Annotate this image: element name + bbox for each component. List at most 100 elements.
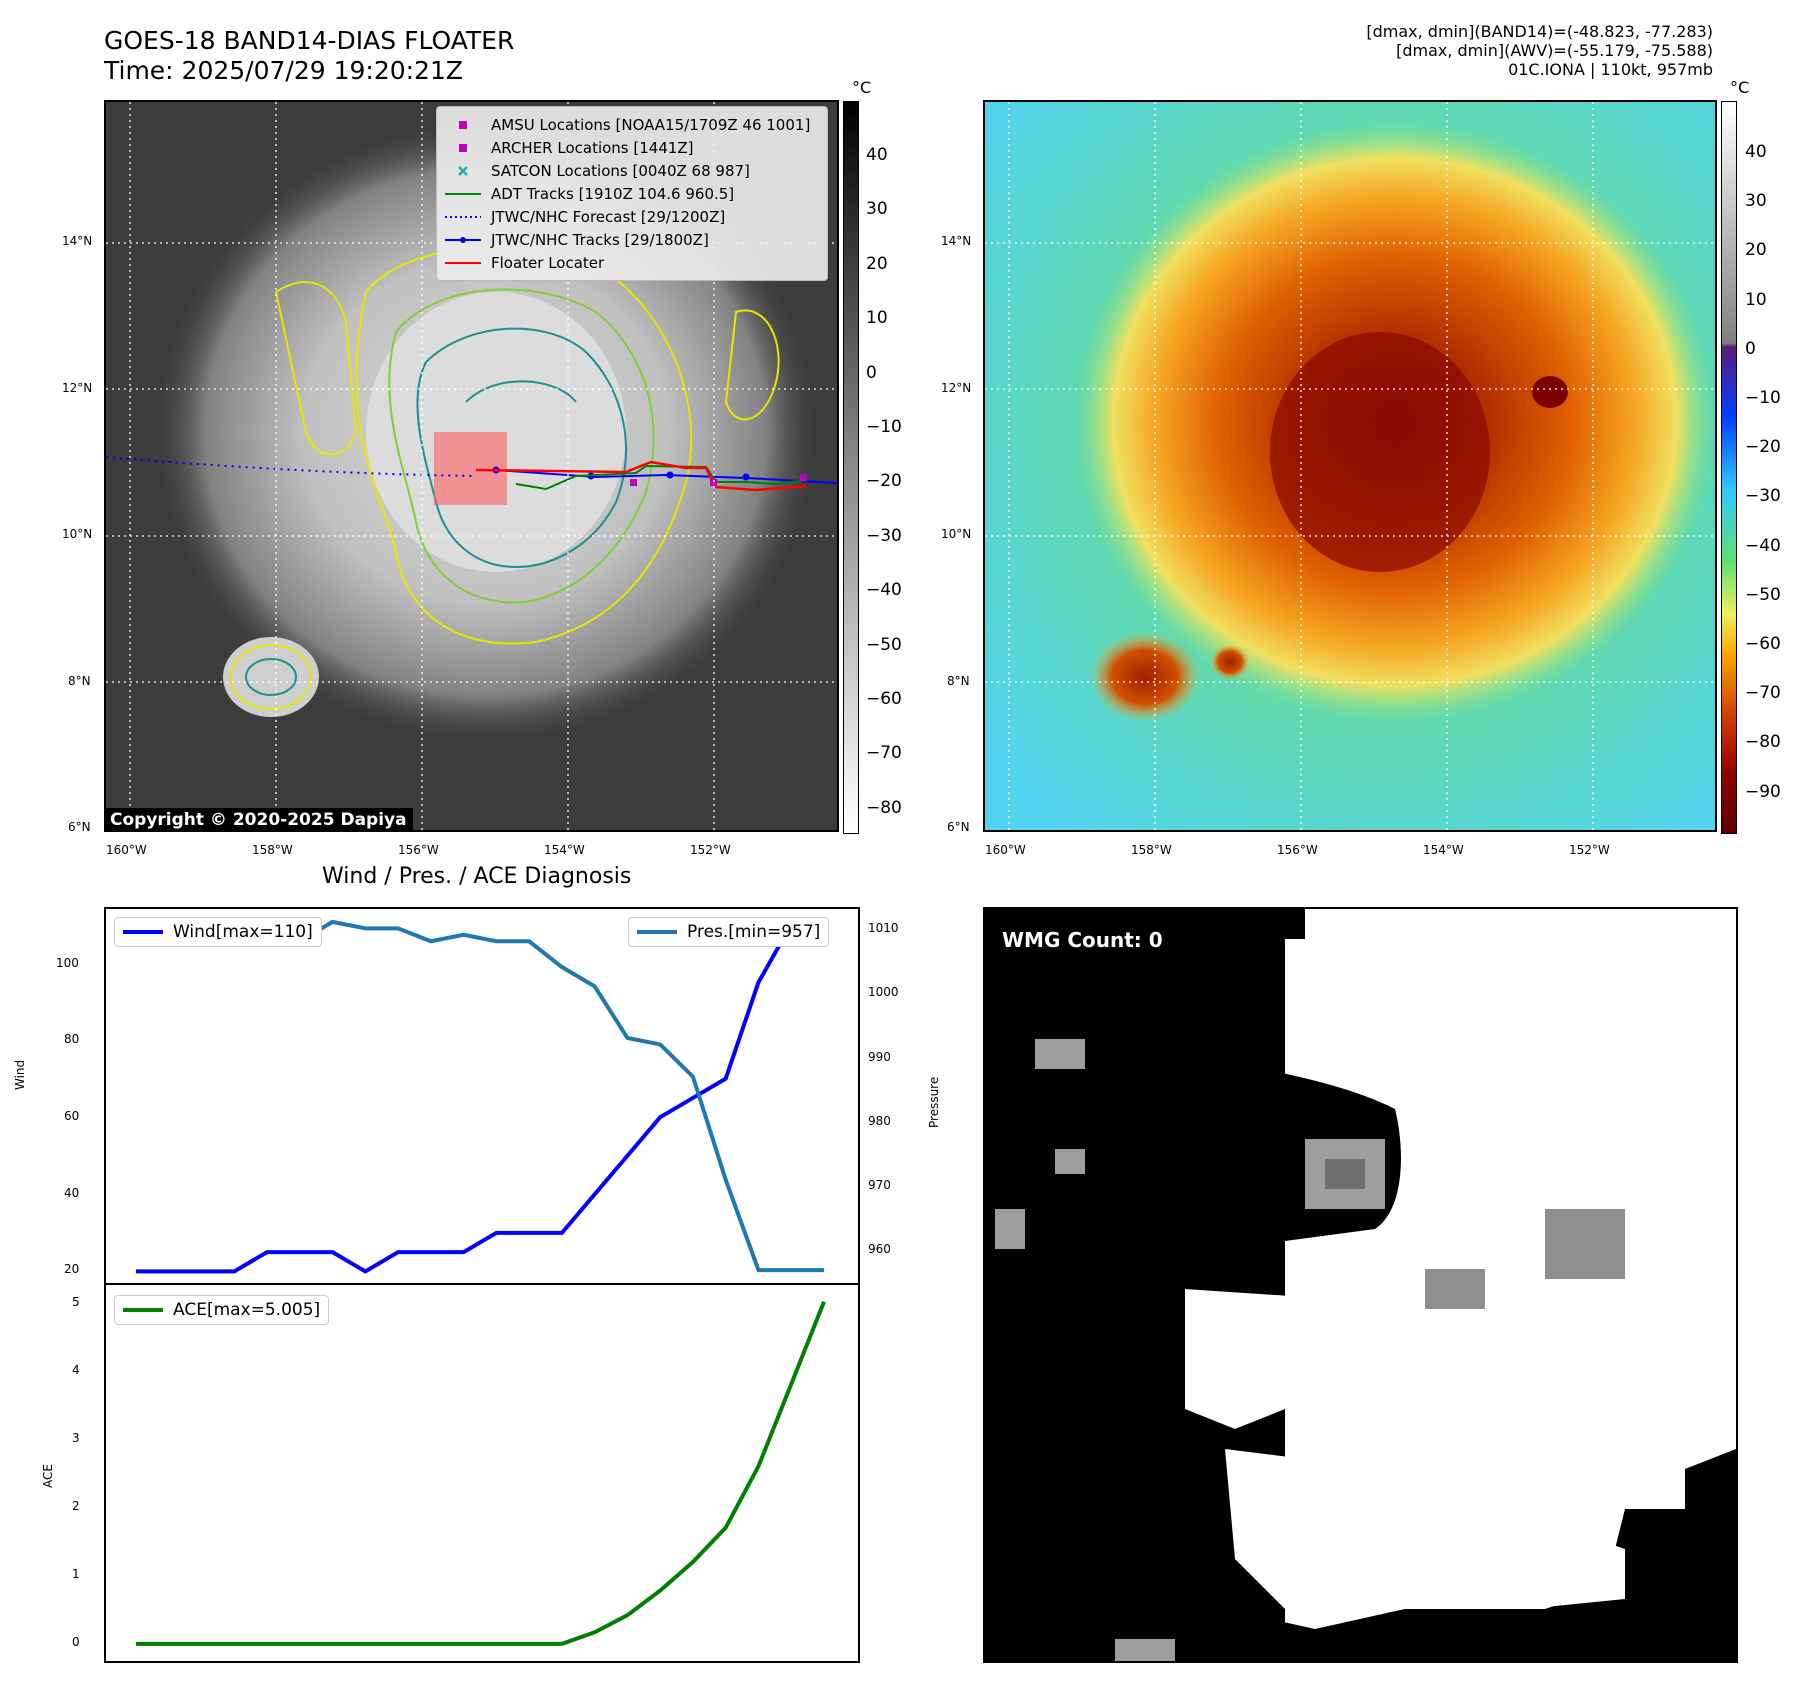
legend-label: SATCON Locations [0040Z 68 987] (491, 161, 750, 180)
legend-entry: JTWC/NHC Tracks [29/1800Z] (445, 228, 819, 251)
legend-marker-icon (445, 233, 481, 247)
lon-label: 152°W (1569, 843, 1610, 857)
diagnosis-title: Wind / Pres. / ACE Diagnosis (322, 864, 632, 889)
colorbar-tick-label: 20 (866, 253, 888, 274)
lat-label: 10°N (941, 527, 972, 541)
legend-label: Floater Locater (491, 253, 605, 272)
storm-info: 01C.IONA | 110kt, 957mb (1508, 60, 1713, 79)
ace-axis-label: ACE (41, 1464, 55, 1488)
lat-label: 8°N (947, 674, 970, 688)
colorbar-tick-label: −50 (1745, 584, 1781, 605)
wind-legend: Wind[max=110] (114, 917, 322, 947)
wmg-image (985, 909, 1736, 1661)
ace-legend: ACE[max=5.005] (114, 1295, 330, 1325)
axis-tick-label: 970 (868, 1177, 891, 1192)
wmg-count-label: WMG Count: 0 (996, 924, 1169, 956)
lon-label: 154°W (544, 843, 585, 857)
lat-label: 14°N (941, 234, 972, 248)
colorbar-tick-label: −40 (1745, 535, 1781, 556)
ace-plot (104, 1283, 860, 1663)
axis-tick-label: 960 (868, 1241, 891, 1256)
ace-legend-label: ACE[max=5.005] (173, 1300, 321, 1320)
legend-label: ADT Tracks [1910Z 104.6 960.5] (491, 184, 735, 203)
lat-label: 8°N (68, 674, 91, 688)
title-line-1: GOES-18 BAND14-DIAS FLOATER (104, 26, 515, 55)
lon-label: 156°W (398, 843, 439, 857)
colorbar-tick-label: −80 (1745, 732, 1781, 753)
colorbar-tick-label: −70 (1745, 683, 1781, 704)
colorbar-tick-label: −10 (866, 417, 902, 437)
legend-entry: ARCHER Locations [1441Z] (445, 136, 819, 159)
colorbar-tick-label: −90 (1745, 781, 1781, 802)
lat-label: 10°N (62, 527, 93, 541)
wind-pressure-plot (104, 907, 860, 1285)
ace-legend-line (123, 1308, 163, 1312)
wmg-panel (983, 907, 1738, 1663)
series-line (136, 922, 824, 1274)
axis-tick-label: 60 (64, 1109, 80, 1124)
colorbar-tick-label: −20 (866, 471, 902, 492)
colorbar-tick-label: −60 (866, 689, 902, 709)
series-line (136, 1301, 826, 1646)
legend-marker-icon (445, 164, 481, 178)
colorbar-tick-label: −30 (866, 525, 902, 546)
lat-label: 6°N (947, 820, 970, 834)
lat-label: 14°N (62, 234, 93, 248)
colorbar-tick-label: −20 (1745, 437, 1781, 458)
colorbar-tick-label: 0 (1745, 338, 1756, 359)
colorbar-tick-label: 40 (866, 145, 888, 165)
colorbar-unit: °C (1730, 78, 1750, 97)
lat-label: 12°N (941, 381, 972, 395)
colorbar-tick-label: −70 (866, 743, 902, 764)
pressure-legend-label: Pres.[min=957] (687, 922, 821, 942)
lon-label: 152°W (690, 843, 731, 857)
colorbar-tick-label: 40 (1745, 142, 1767, 162)
axis-tick-label: 4 (72, 1363, 80, 1377)
lon-label: 156°W (1277, 843, 1318, 857)
lat-label: 6°N (68, 820, 91, 834)
colorbar-unit: °C (852, 78, 872, 97)
legend-entry: Floater Locater (445, 251, 819, 274)
colorbar-tick-label: 30 (866, 199, 888, 220)
axis-tick-label: 1 (72, 1567, 80, 1581)
colorbar-tick-label: 30 (1745, 191, 1767, 212)
legend-label: ARCHER Locations [1441Z] (491, 138, 694, 157)
colorbar-tick-label: 10 (866, 308, 888, 329)
axis-tick-label: 2 (72, 1499, 80, 1513)
colorbar-tick-label: −30 (1745, 486, 1781, 507)
stats-awv: [dmax, dmin](AWV)=(-55.179, -75.588) (1396, 41, 1713, 60)
ace-svg (136, 1301, 826, 1646)
axis-tick-label: 100 (56, 955, 79, 970)
legend-entry: SATCON Locations [0040Z 68 987] (445, 159, 819, 182)
title-line-2: Time: 2025/07/29 19:20:21Z (104, 56, 463, 85)
grayscale-colorbar (843, 101, 859, 834)
copyright-label: Copyright © 2020-2025 Dapiya (104, 808, 413, 832)
legend-marker-icon (445, 210, 481, 224)
axis-tick-label: 5 (72, 1295, 80, 1309)
legend-entry: JTWC/NHC Forecast [29/1200Z] (445, 205, 819, 228)
figure-title: GOES-18 BAND14-DIAS FLOATER Time: 2025/07… (104, 26, 514, 86)
colorbar-tick-label: −50 (866, 634, 902, 655)
legend-label: JTWC/NHC Forecast [29/1200Z] (491, 207, 726, 226)
pressure-legend: Pres.[min=957] (628, 917, 830, 947)
colorbar-tick-label: 20 (1745, 240, 1767, 261)
pressure-axis-label: Pressure (927, 1076, 941, 1128)
axis-tick-label: 20 (64, 1262, 80, 1277)
lon-label: 158°W (252, 843, 293, 857)
lon-label: 154°W (1423, 843, 1464, 857)
lon-label: 160°W (106, 843, 147, 857)
wind-legend-line (123, 930, 163, 934)
colorbar-tick-label: −10 (1745, 388, 1781, 408)
colorbar-tick-label: 10 (1745, 289, 1767, 310)
axis-tick-label: 990 (868, 1049, 891, 1064)
stats-block: [dmax, dmin](BAND14)=(-48.823, -77.283) … (1366, 22, 1713, 79)
color-colorbar (1721, 101, 1737, 834)
stats-band14: [dmax, dmin](BAND14)=(-48.823, -77.283) (1366, 22, 1713, 41)
colorbar-tick-label: −80 (866, 797, 902, 818)
legend-label: JTWC/NHC Tracks [29/1800Z] (491, 230, 709, 249)
legend-marker-icon (445, 187, 481, 201)
color-map-image (985, 102, 1715, 830)
wind-pressure-svg (136, 919, 824, 1274)
axis-tick-label: 40 (64, 1185, 80, 1200)
legend-marker-icon (445, 141, 481, 155)
